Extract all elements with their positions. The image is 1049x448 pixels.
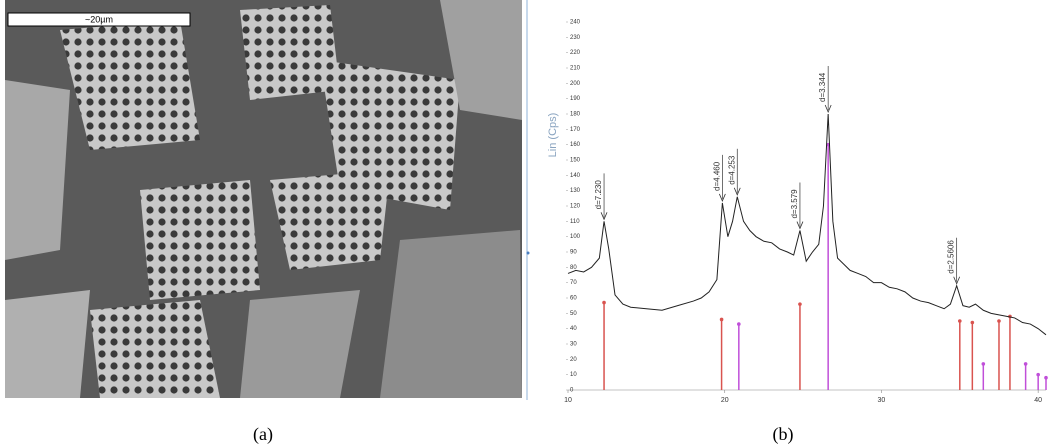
y-tick-label: 230: [570, 35, 581, 41]
y-tick-label: 240: [570, 20, 581, 26]
scale-bar-label: ~20µm: [85, 14, 113, 24]
reference-marker: [982, 362, 986, 366]
y-tick-label: 50: [570, 311, 577, 317]
y-tick-label: 20: [570, 357, 577, 363]
figure: ~20µm (a) (b) Lin (Cps) 0102030405060708…: [0, 0, 1049, 448]
x-tick-label: 40: [1034, 397, 1042, 404]
y-tick-label: 40: [570, 326, 577, 332]
reference-marker: [958, 319, 962, 323]
y-tick-label: 60: [570, 296, 577, 302]
reference-marker: [720, 318, 724, 322]
reference-marker: [602, 301, 606, 305]
annotation-label: d=3.579: [790, 189, 799, 219]
y-tick-label: 220: [570, 50, 581, 56]
x-tick-label: 10: [564, 397, 572, 404]
y-tick-label: 180: [570, 112, 581, 118]
caption: (a): [253, 424, 273, 445]
y-tick-label: 200: [570, 81, 581, 87]
y-tick-label: 10: [570, 372, 577, 378]
y-tick-label: 70: [570, 280, 577, 286]
annotation-label: d=4.253: [727, 155, 736, 185]
reference-marker: [737, 322, 741, 326]
y-tick-label: 90: [570, 250, 577, 256]
reference-marker: [1036, 373, 1040, 377]
sem-image: ~20µm: [5, 0, 522, 398]
x-tick-label: 20: [721, 397, 729, 404]
annotation-label: d=7.230: [594, 180, 603, 210]
y-tick-label: 100: [570, 234, 581, 240]
y-tick-label: 160: [570, 142, 581, 148]
y-tick-label: 110: [570, 219, 580, 225]
annotation-label: d=2.5606: [947, 240, 956, 274]
reference-marker: [997, 319, 1001, 323]
y-tick-label: 130: [570, 188, 581, 194]
pattern-line: [568, 114, 1046, 335]
y-tick-label: 150: [570, 158, 581, 164]
reference-marker: [1024, 362, 1028, 366]
reference-marker: [798, 302, 802, 306]
annotation-label: d=3.344: [818, 72, 827, 102]
y-tick-label: 0: [570, 388, 574, 394]
y-tick-label: 210: [570, 66, 581, 72]
y-tick-label: 170: [570, 127, 581, 133]
y-tick-label: 140: [570, 173, 581, 179]
y-tick-label: 120: [570, 204, 581, 210]
reference-marker: [1044, 376, 1048, 380]
caption: (b): [773, 424, 794, 445]
reference-marker: [971, 321, 975, 325]
y-axis-label: Lin (Cps): [547, 113, 559, 158]
y-tick-label: 30: [570, 342, 577, 348]
annotation-label: d=4.460: [712, 161, 721, 191]
y-tick-label: 190: [570, 96, 581, 102]
x-tick-label: 30: [878, 397, 886, 404]
